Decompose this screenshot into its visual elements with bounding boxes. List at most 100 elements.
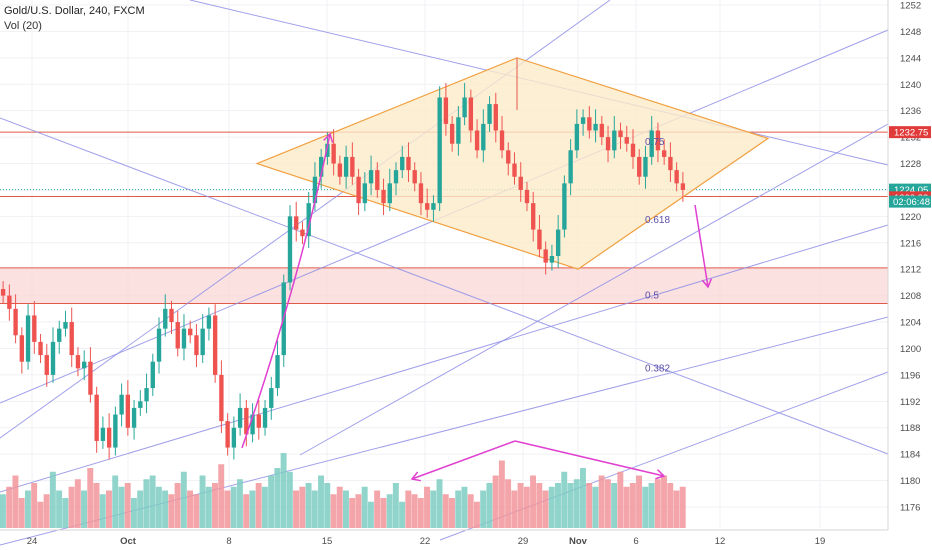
candle-body <box>350 156 355 177</box>
candle-body <box>449 123 455 144</box>
candle-body <box>200 328 205 356</box>
x-tick-label: 22 <box>420 536 431 547</box>
price-tag-text: 1232.75 <box>894 128 928 139</box>
candle-body <box>474 130 480 151</box>
candle-body <box>381 189 386 204</box>
volume-bar <box>218 464 225 528</box>
volume-bar <box>505 479 512 528</box>
x-tick-label: 19 <box>815 536 826 547</box>
y-tick-label: 1184 <box>900 450 920 461</box>
volume-bar <box>405 490 412 528</box>
volume-bar <box>536 483 543 528</box>
volume-arrowhead-right[interactable] <box>655 469 666 480</box>
candle-body <box>169 308 174 323</box>
volume-bar <box>367 501 374 528</box>
target-arrowhead[interactable] <box>701 278 713 289</box>
volume-bar <box>629 483 636 528</box>
x-tick-label: 6 <box>633 536 638 547</box>
countdown-text: 02:06:48 <box>893 197 930 208</box>
candle-body <box>499 130 505 151</box>
volume-bar <box>81 490 87 528</box>
candle-body <box>630 143 636 157</box>
volume-bar <box>187 490 194 528</box>
volume-bar <box>255 483 262 528</box>
volume-bar <box>31 483 38 528</box>
volume-bar <box>542 490 549 528</box>
candle-body <box>618 130 623 138</box>
volume-bar <box>87 468 94 528</box>
volume-bar <box>548 486 555 528</box>
volume-bar <box>661 475 667 528</box>
volume-label[interactable]: Vol (20) <box>4 20 42 32</box>
candle-body <box>262 407 268 428</box>
candle-body <box>69 322 74 356</box>
volume-bar <box>299 486 306 528</box>
candle-body <box>0 289 6 296</box>
candle-body <box>531 203 536 230</box>
volume-bar <box>224 490 231 528</box>
volume-bar <box>305 483 312 528</box>
candle-body <box>462 97 467 118</box>
candle-body <box>668 156 673 171</box>
candle-body <box>294 216 299 230</box>
trend-line-5[interactable] <box>299 123 889 456</box>
fib-label-0-618: 0.618 <box>645 215 670 226</box>
candle-body <box>125 394 131 428</box>
volume-arrow-right[interactable] <box>514 440 665 477</box>
candle-body <box>25 315 31 362</box>
volume-bar <box>155 486 162 528</box>
impulse-arrowhead[interactable] <box>323 132 334 143</box>
candle-body <box>437 97 442 204</box>
volume-bar <box>49 471 56 528</box>
chart-legend: Gold/U.S. Dollar, 240, FXCM Vol (20) <box>4 4 145 34</box>
fib-label-0-5: 0.5 <box>645 290 659 301</box>
candle-body <box>487 104 492 124</box>
candle-body <box>312 176 318 204</box>
volume-bar <box>56 490 63 528</box>
candle-body <box>655 130 661 151</box>
y-tick-label: 1244 <box>900 53 921 64</box>
candle-body <box>244 407 249 435</box>
volume-bar <box>611 483 618 528</box>
volume-bar <box>654 479 661 528</box>
candle-body <box>231 427 237 448</box>
volume-arrowhead-left[interactable] <box>410 471 421 482</box>
volume-bar <box>99 494 106 528</box>
volume-bar <box>274 468 281 528</box>
candle-body <box>537 229 542 250</box>
y-tick-label: 1220 <box>900 212 921 223</box>
trend-line-0[interactable] <box>0 117 889 455</box>
symbol-label[interactable]: Gold/U.S. Dollar, 240, FXCM <box>4 5 145 17</box>
annotations[interactable]: 0.75 0.618 0.5 0.382 <box>241 132 713 482</box>
candle-body <box>368 170 374 184</box>
candle-body <box>362 183 368 204</box>
price-tag-1232-75[interactable] <box>889 126 931 139</box>
x-tick-label: 29 <box>518 536 529 547</box>
volume-bar <box>24 490 31 528</box>
candle-body <box>593 123 598 131</box>
y-tick-label: 1192 <box>900 397 920 408</box>
volume-bar <box>523 486 530 528</box>
candle-body <box>269 388 274 408</box>
candle-body <box>512 163 517 177</box>
volume-bar <box>318 475 324 528</box>
candle-body <box>306 203 311 237</box>
trend-line-3[interactable] <box>0 224 889 493</box>
candle-body <box>119 394 124 415</box>
volume-bar <box>324 483 331 528</box>
candle-body <box>219 374 224 422</box>
candle-body <box>88 361 93 395</box>
candle-body <box>94 394 99 441</box>
impulse-arrow[interactable] <box>241 133 331 449</box>
candle-body <box>138 401 143 408</box>
candle-body <box>612 130 617 151</box>
volume-arrow-left[interactable] <box>411 440 516 480</box>
candle-body <box>580 117 586 124</box>
candle-body <box>131 407 137 428</box>
target-arrow[interactable] <box>694 204 709 288</box>
volume-bar <box>311 490 318 528</box>
candle-body <box>237 407 243 428</box>
volume-bar <box>130 498 137 528</box>
